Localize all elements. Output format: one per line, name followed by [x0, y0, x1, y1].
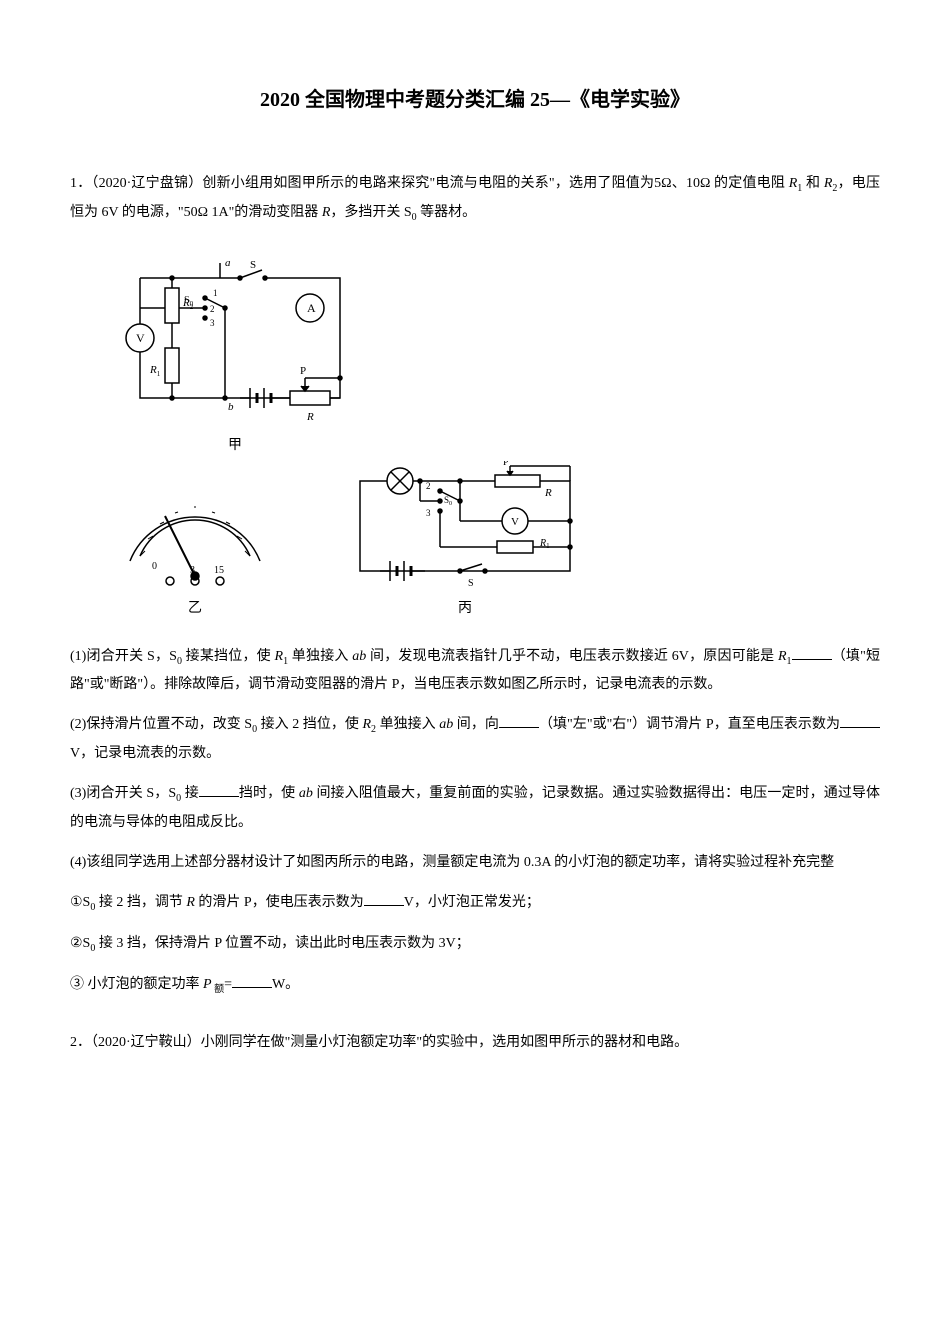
svg-text:R: R — [544, 487, 552, 499]
svg-text:0: 0 — [152, 561, 157, 572]
intro-text-3: ，多挡开关 S — [330, 205, 411, 220]
blank-input[interactable] — [364, 892, 404, 906]
jia-label: 甲 — [110, 432, 360, 460]
yi-label: 乙 — [110, 595, 280, 623]
p-var: P — [203, 977, 212, 992]
part3-text1: 接 — [181, 786, 199, 801]
svg-text:a: a — [225, 257, 231, 269]
question-number: 2． — [70, 1035, 91, 1050]
part4-3-unit: W。 — [272, 977, 299, 992]
part2-text4: （填"左"或"右"）调节滑片 P，直至电压表示数为 — [539, 717, 840, 732]
question-1-part-2: (2)保持滑片位置不动，改变 S0 接入 2 挡位，使 R2 单独接入 ab 间… — [70, 711, 880, 768]
part4-2-text1: 接 3 挡，保持滑片 P 位置不动，读出此时电压表示数为 3V； — [95, 936, 469, 951]
svg-text:3: 3 — [210, 318, 215, 328]
r1-var: R — [789, 176, 798, 191]
svg-text:15: 15 — [214, 565, 224, 576]
circuit-jia-svg: a 1 — [110, 248, 360, 428]
question-text: 小刚同学在做"测量小灯泡额定功率"的实验中，选用如图甲所示的器材和电路。 — [201, 1035, 688, 1050]
svg-text:1: 1 — [213, 288, 218, 298]
svg-text:b: b — [228, 401, 234, 413]
part2-text3: 间，向 — [453, 717, 499, 732]
question-1-part-4-1: ①S0 接 2 挡，调节 R 的滑片 P，使电压表示数为V，小灯泡正常发光； — [70, 889, 880, 918]
question-1-part-4-2: ②S0 接 3 挡，保持滑片 P 位置不动，读出此时电压表示数为 3V； — [70, 930, 880, 959]
question-1-part-1: (1)闭合开关 S，S0 接某挡位，使 R1 单独接入 ab 间，发现电流表指针… — [70, 643, 880, 700]
question-2-intro: 2．（2020·辽宁鞍山）小刚同学在做"测量小灯泡额定功率"的实验中，选用如图甲… — [70, 1029, 880, 1057]
svg-text:P: P — [503, 461, 509, 468]
question-1-intro: 1．（2020·辽宁盘锦）创新小组用如图甲所示的电路来探究"电流与电阻的关系"，… — [70, 170, 880, 228]
part4-1-text2: 的滑片 P，使电压表示数为 — [195, 895, 364, 910]
diagram-bing: 2 3 — [340, 461, 590, 623]
part3-text2: 挡时，使 — [239, 786, 299, 801]
blank-input[interactable] — [499, 714, 539, 728]
blank-input[interactable] — [840, 714, 880, 728]
svg-text:R1: R1 — [149, 364, 161, 378]
intro-text-4: 等器材。 — [417, 205, 477, 220]
diagram-yi: 0 3 15 乙 — [110, 461, 280, 623]
diagram-jia: a 1 — [110, 248, 360, 460]
svg-text:R: R — [306, 411, 314, 423]
part4-label: (4)该组同学选用上述部分器材设计了如图丙所示的电路，测量额定电流为 0.3A … — [70, 855, 834, 870]
svg-text:P: P — [300, 365, 306, 377]
circuit-bing-svg: 2 3 — [340, 461, 590, 591]
svg-text:V: V — [136, 331, 145, 345]
part4-1-text3: V，小灯泡正常发光； — [404, 895, 540, 910]
question-source: （2020·辽宁盘锦） — [91, 176, 202, 191]
part2-text1: 接入 2 挡位，使 — [257, 717, 362, 732]
r1-var: R — [275, 649, 284, 664]
question-source: （2020·辽宁鞍山） — [91, 1035, 201, 1050]
r-var: R — [186, 895, 195, 910]
r2-var: R — [362, 717, 371, 732]
part4-1-label: ①S — [70, 895, 90, 910]
blank-input[interactable] — [232, 974, 272, 988]
blank-input[interactable] — [199, 783, 239, 797]
ab-var: ab — [352, 649, 366, 664]
eq: = — [224, 977, 232, 992]
part1-label: (1)闭合开关 S，S — [70, 649, 177, 664]
blank-input[interactable] — [792, 646, 832, 660]
part3-label: (3)闭合开关 S，S — [70, 786, 176, 801]
part4-1-text1: 接 2 挡，调节 — [95, 895, 186, 910]
svg-text:V: V — [511, 516, 519, 528]
part4-3-label: ③ 小灯泡的额定功率 — [70, 977, 203, 992]
part1-text1: 接某挡位，使 — [182, 649, 275, 664]
svg-text:2: 2 — [426, 481, 431, 491]
p-sub: 额 — [212, 983, 225, 994]
and-text: 和 — [802, 176, 824, 191]
svg-text:2: 2 — [210, 304, 215, 314]
r1b-var: R — [778, 649, 787, 664]
voltmeter-yi-svg: 0 3 15 — [110, 461, 280, 591]
svg-text:A: A — [307, 301, 316, 315]
part2-text5: V，记录电流表的示数。 — [70, 746, 220, 761]
intro-text: 创新小组用如图甲所示的电路来探究"电流与电阻的关系"，选用了阻值为5Ω、10Ω … — [202, 176, 788, 191]
document-title: 2020 全国物理中考题分类汇编 25—《电学实验》 — [70, 80, 880, 120]
circuit-diagrams: a 1 — [110, 248, 880, 623]
svg-text:S: S — [250, 259, 256, 271]
part1-text3: 间，发现电流表指针几乎不动，电压表示数接近 6V，原因可能是 — [366, 649, 778, 664]
question-1-part-4: (4)该组同学选用上述部分器材设计了如图丙所示的电路，测量额定电流为 0.3A … — [70, 849, 880, 877]
svg-text:S: S — [468, 578, 474, 589]
question-1-part-4-3: ③ 小灯泡的额定功率 P 额= W。 — [70, 971, 880, 1000]
part2-label: (2)保持滑片位置不动，改变 S — [70, 717, 252, 732]
ab-var: ab — [299, 786, 313, 801]
question-1-part-3: (3)闭合开关 S，S0 接挡时，使 ab 间接入阻值最大，重复前面的实验，记录… — [70, 780, 880, 837]
part4-2-label: ②S — [70, 936, 90, 951]
ab-var: ab — [439, 717, 453, 732]
svg-text:3: 3 — [190, 565, 195, 576]
bing-label: 丙 — [340, 595, 590, 623]
svg-text:3: 3 — [426, 508, 431, 518]
part1-text2: 单独接入 — [288, 649, 352, 664]
question-number: 1． — [70, 176, 91, 191]
part2-text2: 单独接入 — [376, 717, 439, 732]
svg-text:R1: R1 — [539, 538, 550, 550]
